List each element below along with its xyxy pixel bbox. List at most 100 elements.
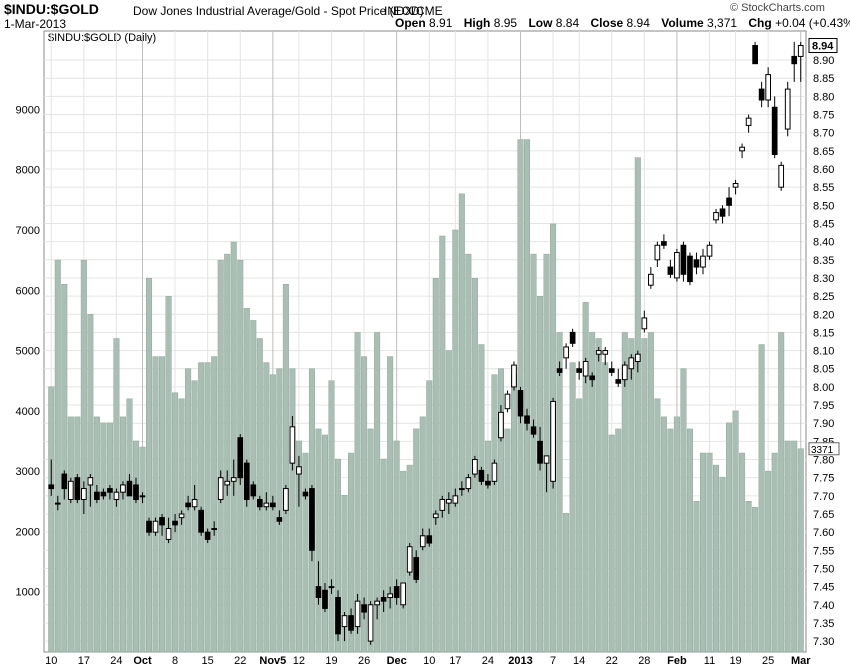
- candle-body-up: [647, 273, 654, 286]
- volume-bar: [621, 332, 628, 653]
- candle-body-down: [719, 208, 726, 217]
- candle-body-up: [700, 255, 706, 268]
- price-tick-label: 8.25: [813, 291, 834, 303]
- candle: [393, 579, 400, 605]
- volume-bar: [530, 253, 537, 653]
- candle: [485, 474, 491, 489]
- candle: [159, 514, 165, 536]
- volume-bar: [673, 416, 680, 653]
- volume-bar: [569, 362, 576, 653]
- volume-bar: [719, 476, 726, 653]
- volume-bar: [686, 428, 693, 653]
- candle-body-down: [315, 586, 322, 599]
- volume-tick-label: 3000: [16, 466, 40, 478]
- price-tick-label: 8.60: [813, 164, 834, 176]
- volume-bar: [713, 464, 720, 653]
- candle: [341, 612, 348, 642]
- volume-bar: [335, 458, 342, 653]
- price-tick-label: 8.05: [813, 364, 834, 376]
- volume-bar: [615, 428, 622, 653]
- candle: [543, 455, 550, 493]
- volume-bar: [752, 507, 759, 653]
- candle-body-up: [706, 244, 713, 257]
- volume-tick-label: 1000: [16, 587, 40, 599]
- candle-body-up: [543, 455, 550, 464]
- candle-body-down: [361, 604, 367, 613]
- volume-tick-label: 4000: [16, 406, 40, 418]
- candle: [230, 459, 237, 496]
- candle-body-up: [367, 604, 374, 642]
- time-tick-label: 25: [762, 655, 774, 667]
- candle: [250, 481, 257, 500]
- volume-bar: [699, 452, 706, 653]
- candle-body-down: [302, 491, 309, 497]
- volume-bar: [771, 452, 778, 653]
- candle-body-up: [732, 183, 739, 188]
- candle: [367, 601, 374, 645]
- volume-bar: [54, 259, 61, 653]
- candle: [302, 488, 309, 500]
- volume-bar: [680, 368, 687, 653]
- candle: [48, 459, 55, 496]
- candle: [504, 390, 511, 413]
- candle: [700, 248, 706, 275]
- candle: [667, 259, 674, 278]
- volume-bar: [693, 501, 700, 653]
- candle: [563, 343, 569, 369]
- candle: [354, 593, 361, 634]
- candle-body-down: [146, 520, 152, 533]
- candle-body-down: [335, 597, 341, 635]
- candle: [61, 470, 68, 500]
- candle: [113, 488, 120, 507]
- price-tick-label: 8.30: [813, 273, 834, 285]
- volume-bar: [778, 332, 785, 653]
- candle-body-up: [419, 535, 426, 548]
- time-tick-label: 24: [110, 655, 122, 667]
- candle: [765, 67, 772, 108]
- candle: [204, 528, 211, 544]
- time-tick-label: 10: [423, 655, 435, 667]
- volume-bar: [61, 283, 68, 653]
- candle-body-down: [269, 502, 276, 508]
- volume-bar: [543, 253, 550, 653]
- last-volume-marker: [808, 442, 840, 456]
- candle-body-down: [608, 368, 615, 373]
- candle-body-up: [341, 615, 348, 628]
- volume-bar: [432, 277, 439, 653]
- candle: [335, 590, 341, 642]
- price-tick-label: 8.80: [813, 91, 834, 103]
- open-label: Open: [395, 16, 426, 30]
- candle: [439, 495, 446, 518]
- candle-body-up: [504, 393, 511, 410]
- volume-bar: [224, 253, 231, 653]
- candle: [94, 484, 100, 504]
- low-value: 8.84: [555, 16, 580, 30]
- candle-body-up: [452, 495, 459, 504]
- candle: [524, 408, 530, 431]
- candle-body-down: [393, 586, 400, 599]
- volume-bar: [745, 501, 752, 653]
- candle: [537, 426, 543, 471]
- candle: [432, 510, 439, 525]
- candle-body-down: [661, 241, 667, 246]
- volume-bar: [74, 416, 81, 653]
- candle-body-down: [537, 440, 543, 464]
- high-label: High: [463, 16, 491, 30]
- chg-label: Chg: [748, 16, 772, 30]
- candle: [674, 248, 680, 282]
- volume-bar: [282, 283, 289, 653]
- volume-bar: [497, 368, 504, 653]
- volume-bar: [289, 368, 296, 653]
- candle: [693, 252, 700, 275]
- candle-body-down: [133, 484, 139, 500]
- volume-tick-label: 2000: [16, 526, 40, 538]
- candle-body-up: [765, 74, 772, 101]
- time-tick-label: 15: [202, 655, 214, 667]
- volume-bar: [608, 434, 615, 653]
- low-label: Low: [528, 16, 553, 30]
- candle-body-up: [713, 212, 719, 221]
- price-tick-label: 7.45: [813, 582, 834, 594]
- candle: [647, 267, 654, 289]
- candle-body-up: [211, 528, 218, 531]
- candle: [654, 241, 661, 268]
